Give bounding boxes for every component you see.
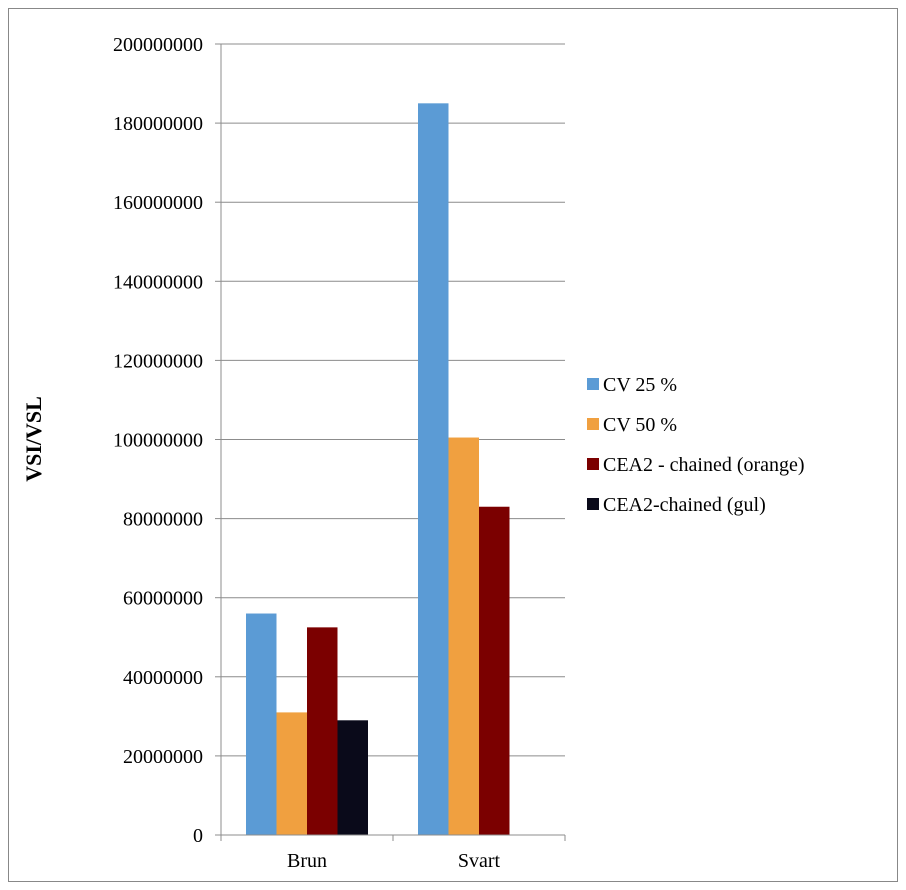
y-tick-label: 40000000 [123,667,203,689]
legend-label: CV 50 % [603,414,677,436]
y-tick-label: 120000000 [113,350,203,372]
y-tick-label: 140000000 [113,271,203,293]
bar [307,627,338,835]
bar [418,103,449,835]
bar [448,437,479,835]
legend: CV 25 % CV 50 % CEA2 - chained (orange) CEA… [587,374,805,516]
y-tick-label: 20000000 [123,746,203,768]
axes [215,43,566,841]
legend-label: CEA2-chained (gul) [603,494,766,516]
x-tick-label: Svart [458,850,501,872]
legend-swatch [587,378,599,390]
y-tick-label: 160000000 [113,192,203,214]
gridlines [221,43,565,757]
bar [337,720,368,835]
y-tick-label: 0 [193,825,203,847]
y-axis-label: VSI/VSL [21,396,46,482]
legend-swatch [587,458,599,470]
bar [246,613,277,835]
x-tick-labels: Brun Svart [287,850,501,872]
legend-label: CV 25 % [603,374,677,396]
y-tick-label: 60000000 [123,588,203,610]
x-tick-label: Brun [287,850,327,872]
bar [479,506,510,835]
legend-label: CEA2 - chained (orange) [603,454,805,476]
y-tick-label: 100000000 [113,430,203,452]
chart-frame: 0 20000000 40000000 60000000 80000000 1000000… [8,8,898,882]
bar-chart: 0 20000000 40000000 60000000 80000000 1000000… [21,34,805,872]
legend-swatch [587,498,599,510]
legend-swatch [587,418,599,430]
bar [276,712,307,835]
y-tick-label: 200000000 [113,34,203,56]
y-tick-label: 180000000 [113,113,203,135]
y-tick-label: 80000000 [123,509,203,531]
y-tick-labels: 0 20000000 40000000 60000000 80000000 1000000… [113,34,203,847]
bars [246,103,510,835]
